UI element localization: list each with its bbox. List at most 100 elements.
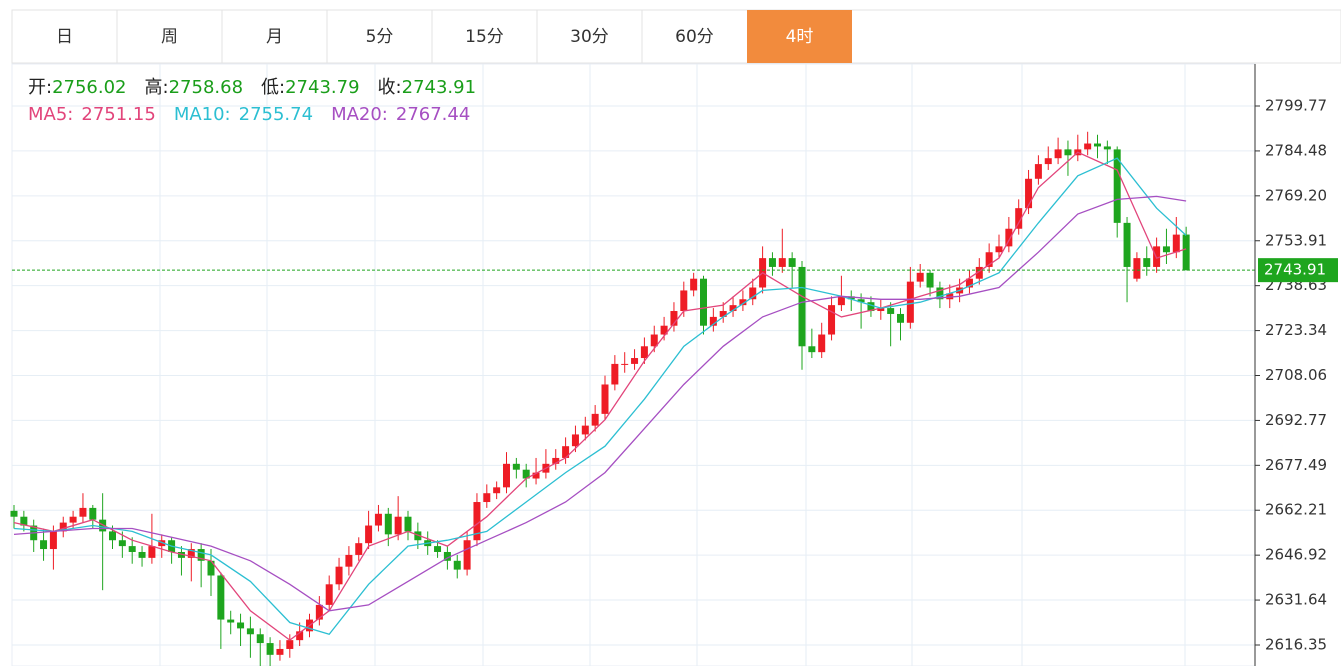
candle-body bbox=[503, 463, 510, 488]
tab[interactable]: 5分 bbox=[366, 27, 394, 47]
tab[interactable]: 日 bbox=[56, 27, 73, 47]
quote-label: 收: bbox=[378, 77, 402, 98]
candle-body bbox=[40, 540, 48, 550]
candle-body bbox=[10, 510, 18, 517]
candle-body bbox=[315, 604, 323, 620]
tab[interactable]: 60分 bbox=[675, 27, 714, 47]
candle-body bbox=[59, 522, 67, 532]
y-tick-label: 2769.20 bbox=[1265, 186, 1327, 204]
candle-body bbox=[532, 472, 540, 479]
tab[interactable]: 4时 bbox=[786, 27, 814, 47]
candle-body bbox=[296, 631, 304, 641]
candle-body bbox=[49, 531, 57, 550]
candle-body bbox=[621, 363, 629, 365]
candle-body bbox=[995, 246, 1003, 253]
candle-body bbox=[463, 540, 471, 570]
candle-body bbox=[887, 308, 895, 314]
candle-body bbox=[79, 507, 87, 517]
candle-body bbox=[680, 290, 688, 312]
candle-body bbox=[325, 584, 333, 605]
candle-body bbox=[640, 346, 648, 359]
ma-legend-value: 2755.74 bbox=[239, 104, 313, 125]
tab[interactable]: 月 bbox=[266, 27, 283, 47]
candle-body bbox=[729, 305, 737, 312]
last-price-label: 2743.91 bbox=[1264, 261, 1326, 279]
candle-body bbox=[1123, 222, 1131, 267]
candle-body bbox=[877, 308, 885, 312]
candle-body bbox=[1103, 146, 1111, 150]
candle-body bbox=[739, 299, 747, 306]
ma-legend-name: MA5: bbox=[28, 104, 73, 125]
ma-line bbox=[13, 151, 1187, 641]
header: 开: 2756.02 高: 2758.68 低: 2743.79 收: 2743.91 MA5:… bbox=[28, 77, 476, 125]
candle-body bbox=[187, 549, 195, 558]
candle-body bbox=[749, 287, 757, 300]
candle-body bbox=[158, 540, 166, 547]
candle-body bbox=[138, 551, 146, 558]
candle-body bbox=[778, 258, 786, 267]
candle-body bbox=[1005, 228, 1013, 247]
y-tick-label: 2677.49 bbox=[1265, 456, 1327, 474]
candle-body bbox=[1143, 258, 1151, 267]
marks bbox=[10, 131, 1255, 666]
ma-legend-value: 2751.15 bbox=[81, 104, 155, 125]
candle-body bbox=[985, 252, 993, 267]
ma-legend-value: 2767.44 bbox=[396, 104, 470, 125]
candle-body bbox=[650, 334, 658, 347]
candle-body bbox=[197, 549, 205, 561]
candle-body bbox=[847, 296, 855, 300]
candle-body bbox=[1172, 234, 1180, 253]
candle-body bbox=[1182, 234, 1190, 271]
y-tick-label: 2646.92 bbox=[1265, 546, 1327, 564]
candle-body bbox=[897, 313, 904, 323]
candle-body bbox=[798, 266, 806, 347]
candle-body bbox=[1054, 149, 1062, 159]
candle-body bbox=[335, 566, 343, 585]
quote-label: 高: bbox=[145, 77, 169, 98]
candle-body bbox=[256, 634, 264, 644]
candle-body bbox=[1044, 158, 1052, 165]
y-tick-label: 2708.06 bbox=[1265, 366, 1327, 384]
tab-bar bbox=[11, 9, 1341, 64]
candle-body bbox=[818, 334, 826, 353]
candle-body bbox=[276, 648, 284, 655]
tab[interactable]: 15分 bbox=[465, 27, 504, 47]
candle-body bbox=[148, 546, 156, 558]
candle-body bbox=[837, 296, 845, 306]
quote-label: 开: bbox=[28, 77, 52, 98]
candle-body bbox=[788, 258, 796, 267]
candle-body bbox=[828, 305, 836, 335]
y-tick-label: 2784.48 bbox=[1265, 141, 1327, 159]
tab[interactable]: 30分 bbox=[570, 27, 609, 47]
candle-body bbox=[1015, 208, 1023, 229]
last-price-tag bbox=[1258, 258, 1338, 283]
candle-body bbox=[483, 493, 491, 503]
candle-body bbox=[936, 287, 944, 300]
candle-body bbox=[709, 316, 717, 326]
y-tick-label: 2616.35 bbox=[1265, 635, 1327, 653]
candle-body bbox=[690, 278, 698, 291]
candle-body bbox=[345, 554, 353, 567]
y-axis-ticks: 2616.35 2631.64 2646.92 2662.21 2677.49 2692.… bbox=[1255, 96, 1338, 653]
candle-body bbox=[581, 425, 589, 435]
ma-line bbox=[13, 195, 1187, 612]
y-tick-label: 2753.91 bbox=[1265, 231, 1327, 249]
candle-body bbox=[69, 516, 77, 523]
candle-body bbox=[118, 540, 126, 547]
candle-body bbox=[1025, 178, 1033, 209]
candle-body bbox=[1064, 149, 1072, 156]
candle-body bbox=[237, 622, 245, 629]
candle-body bbox=[965, 278, 973, 288]
candle-body bbox=[591, 413, 599, 426]
candle-body bbox=[384, 513, 392, 535]
quote-value: 2743.79 bbox=[285, 77, 359, 98]
candle-body bbox=[128, 546, 136, 552]
candle-body bbox=[365, 525, 373, 544]
candle-body bbox=[571, 434, 579, 447]
tab[interactable]: 周 bbox=[161, 27, 178, 47]
candle-body bbox=[109, 531, 116, 541]
ma-legend-name: MA20: bbox=[331, 104, 388, 125]
tabs: 日 周 月 5分 15分 30分 60分 4时 bbox=[56, 10, 852, 63]
candle-body bbox=[404, 516, 412, 532]
